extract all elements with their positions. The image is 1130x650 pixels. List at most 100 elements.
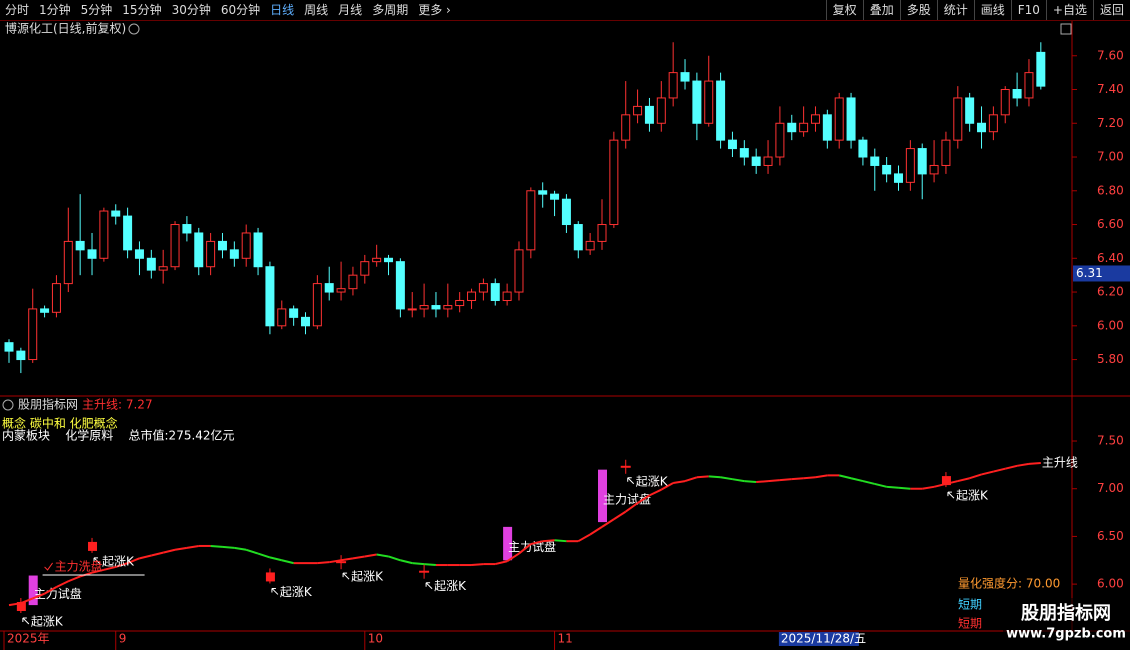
main-line-segment [732, 478, 745, 483]
toolbar-button[interactable]: 复权 [825, 0, 863, 20]
candle-body [75, 240, 85, 251]
main-line-segment [67, 575, 81, 583]
main-line-segment [257, 552, 271, 559]
candle-body [467, 291, 477, 301]
marker [16, 602, 26, 612]
probe-label: 主力试盘 [34, 586, 82, 601]
candle-body [585, 240, 595, 251]
main-line-segment [340, 557, 354, 562]
watermark-name: 股朋指标网 [1020, 602, 1111, 624]
toolbar-button[interactable]: 月线 [338, 3, 363, 17]
candle-body [704, 80, 714, 124]
menu-icon[interactable] [2, 399, 14, 411]
main-line-segment [613, 510, 627, 521]
menu-icon[interactable] [128, 23, 140, 35]
main-line-segment [210, 544, 223, 548]
toolbar-button[interactable]: 统计 [936, 0, 974, 20]
toolbar-button[interactable]: 多周期 [372, 3, 409, 17]
candle-body [870, 156, 880, 166]
cursor-value-box [1073, 265, 1130, 282]
arrow-icon [271, 587, 279, 595]
main-line-segment [364, 553, 377, 558]
main-line-segment [506, 552, 520, 563]
x-tick-label: 2025年 [7, 632, 50, 646]
candle-body [763, 156, 773, 166]
toolbar-button[interactable]: 画线 [973, 0, 1011, 20]
candle-body [16, 350, 26, 361]
arrow-icon [947, 491, 955, 499]
toolbar-button[interactable]: 60分钟 [220, 3, 261, 17]
toolbar-button[interactable]: +自选 [1045, 0, 1093, 20]
candle-body [929, 164, 939, 175]
main-line-segment [139, 554, 152, 560]
candle-body [87, 249, 97, 259]
marker-label: 起涨K [280, 584, 313, 599]
candle-body [787, 122, 797, 133]
candle-body [490, 283, 500, 301]
candle-body [965, 97, 975, 124]
candle-body [775, 122, 785, 158]
probe-bar [598, 469, 607, 523]
candle-body [63, 240, 73, 285]
candle-body [51, 283, 61, 313]
candle-body [905, 148, 915, 183]
candle-body [372, 257, 382, 263]
candle-body [739, 148, 749, 158]
toolbar-button[interactable]: 叠加 [862, 0, 900, 20]
toolbar-button[interactable]: 15分钟 [122, 3, 162, 17]
toolbar-button[interactable]: 分时 [5, 3, 30, 17]
period-tabs: 分时 1分钟 5分钟 15分钟 30分钟 60分钟 日线 周线 月线 多周期 更多 › [0, 0, 456, 20]
toolbar-button[interactable]: 更多 › [418, 3, 451, 17]
y-tick-label: 6.00 [1097, 318, 1124, 332]
candle-body [277, 308, 287, 327]
candle-body [846, 97, 856, 141]
y-tick-label: 7.00 [1097, 481, 1124, 495]
strength-score: 量化强度分: 70.00 [958, 576, 1060, 591]
main-line-segment [530, 540, 543, 546]
candle-body [561, 198, 571, 226]
main-line-segment [1028, 461, 1041, 465]
toolbar-button[interactable]: 多股 [899, 0, 937, 20]
main-line-segment [412, 562, 425, 566]
main-line-segment [245, 548, 259, 555]
x-tick-label: 11 [558, 632, 573, 646]
main-line-segment [779, 478, 792, 482]
tool-buttons: 复权 叠加 多股 统计 画线 F10 +自选 返回 [825, 0, 1130, 20]
main-line-segment [625, 502, 639, 513]
toolbar-button[interactable]: 30分钟 [171, 3, 211, 17]
candle-body [727, 139, 737, 150]
candle-body [443, 305, 453, 310]
candle-body [538, 190, 548, 195]
window-icon[interactable] [1060, 23, 1072, 35]
cursor-value-label: 6.31 [1076, 266, 1103, 280]
cursor-date-label: 2025/11/28/五 [781, 632, 866, 646]
concept-info: 概念 碳中和 化肥概念 [2, 416, 118, 431]
toolbar-button[interactable]: 1分钟 [39, 3, 71, 17]
toolbar-button[interactable]: 周线 [304, 3, 329, 17]
toolbar-button[interactable]: F10 [1010, 0, 1046, 20]
candle-body [419, 305, 429, 310]
y-tick-label: 7.60 [1097, 48, 1124, 62]
candle-body [182, 224, 192, 234]
candle-body [716, 80, 726, 141]
candle-body [324, 283, 334, 293]
main-line-segment [329, 559, 342, 564]
main-line-segment [649, 488, 662, 497]
candle-body [882, 164, 892, 175]
toolbar-button[interactable]: 日线 [270, 3, 295, 17]
toolbar-button[interactable]: 返回 [1092, 0, 1130, 20]
main-line-segment [862, 480, 876, 485]
marker [88, 541, 98, 551]
main-line-segment [756, 480, 769, 484]
candle-body [751, 156, 761, 166]
candle-body [455, 299, 465, 307]
main-line-segment [56, 580, 69, 588]
main-line-segment [127, 557, 140, 565]
main-line-segment [803, 476, 816, 480]
candle-body [348, 274, 358, 290]
main-line-segment [44, 586, 57, 595]
y-tick-label: 6.00 [1097, 577, 1124, 591]
candle-body [858, 139, 868, 158]
toolbar-button[interactable]: 5分钟 [80, 3, 113, 17]
